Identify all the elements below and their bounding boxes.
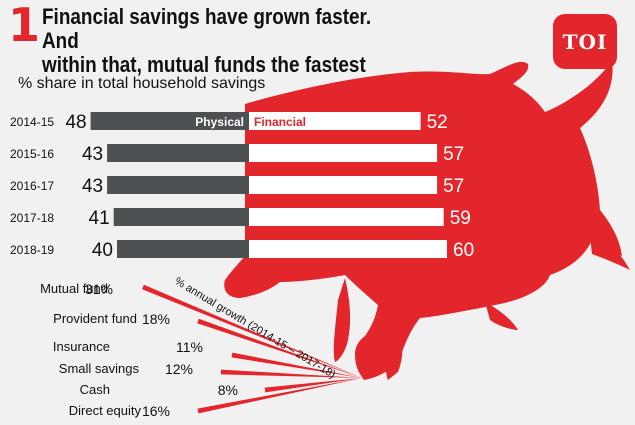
- value-label-financial: 57: [443, 144, 464, 165]
- growth-category-label: Direct equity: [69, 403, 142, 418]
- bar-physical: [113, 208, 249, 226]
- bar-financial: [249, 176, 438, 194]
- growth-category-label: Mutual fund: [40, 281, 108, 296]
- value-label-financial: 57: [443, 176, 464, 197]
- chart-subtitle: % share in total household savings: [18, 75, 266, 92]
- growth-category-label: Provident fund: [53, 311, 137, 326]
- title-line-1: Financial savings have grown faster. And: [42, 4, 372, 53]
- bar-financial: [249, 112, 421, 130]
- growth-value-label: 11%: [176, 339, 203, 355]
- category-label: 2016-17: [10, 179, 54, 193]
- chart-number: 1: [8, 0, 41, 52]
- value-label-financial: 59: [450, 208, 471, 229]
- value-label-physical: 40: [92, 240, 113, 261]
- category-label: 2015-16: [10, 147, 54, 161]
- growth-ray: [264, 378, 362, 393]
- category-label: 2017-18: [10, 211, 54, 225]
- growth-ray: [197, 318, 362, 378]
- bar-financial: [249, 144, 438, 162]
- value-label-financial: 60: [453, 240, 474, 261]
- growth-ray: [231, 352, 362, 378]
- category-label: 2018-19: [10, 243, 54, 257]
- growth-value-label: 31%: [85, 281, 113, 297]
- growth-category-label: Insurance: [53, 339, 110, 354]
- value-label-financial: 52: [427, 112, 448, 133]
- bar-financial: [249, 240, 447, 258]
- growth-category-label: Small savings: [59, 361, 140, 376]
- toi-logo: TOI: [553, 14, 617, 69]
- bar-financial: [249, 208, 444, 226]
- growth-value-label: 12%: [165, 361, 193, 377]
- bar-physical: [90, 112, 249, 130]
- legend-physical: Physical: [195, 115, 244, 129]
- category-label: 2014-15: [10, 115, 54, 129]
- value-label-physical: 48: [65, 112, 86, 133]
- page-title: Financial savings have grown faster. And…: [42, 5, 386, 77]
- legend-financial: Financial: [254, 115, 306, 129]
- bar-physical: [107, 144, 249, 162]
- growth-ray: [220, 369, 362, 378]
- growth-ray: [197, 378, 362, 414]
- value-label-physical: 41: [89, 208, 110, 229]
- growth-value-label: 16%: [142, 403, 170, 419]
- value-label-physical: 43: [82, 144, 103, 165]
- growth-value-label: 18%: [142, 311, 170, 327]
- bars-layer: 2014-15 48 52 Physical Financial 2015-16 43 57 2…: [10, 112, 474, 261]
- value-label-physical: 43: [82, 176, 103, 197]
- growth-category-label: Cash: [80, 382, 110, 397]
- bar-physical: [107, 176, 249, 194]
- bar-physical: [117, 240, 249, 258]
- title-line-2: within that, mutual funds the fastest: [42, 52, 366, 77]
- growth-value-label: 8%: [218, 382, 238, 398]
- growth-ray: [142, 284, 362, 378]
